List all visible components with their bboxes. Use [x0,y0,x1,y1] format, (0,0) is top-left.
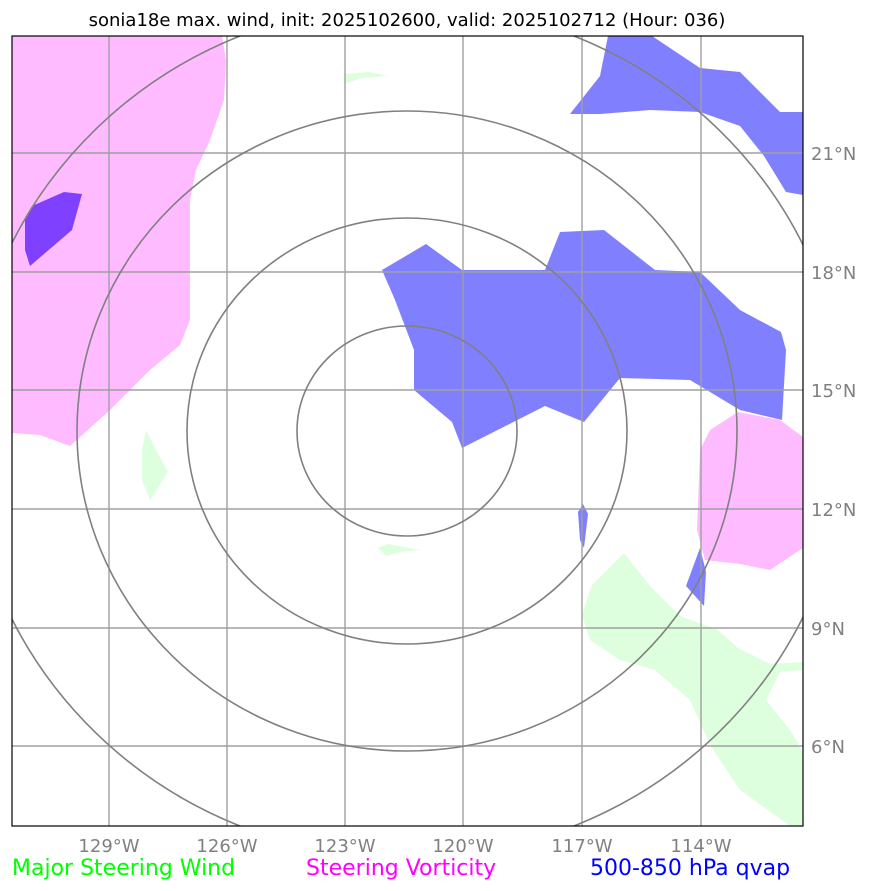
range-ring-3 [76,110,738,752]
qvap-layer [25,36,803,606]
range-ring-2 [186,217,628,645]
lat-label: 6°N [811,737,845,758]
qvap-region-dot [580,388,592,404]
lat-label: 15°N [811,381,856,402]
legend: Major Steering Wind Steering Vorticity 5… [12,856,790,881]
map-title: sonia18e max. wind, init: 2025102600, va… [89,10,726,31]
plot-frame [11,35,804,827]
map-layers [12,36,803,826]
legend-steering-wind: Major Steering Wind [12,856,235,881]
vorticity-region-small-west [12,132,45,158]
lat-label: 18°N [811,263,856,284]
legend-qvap: 500-850 hPa qvap [590,856,790,881]
lon-label: 123°W [314,836,375,857]
lon-label: 114°W [670,836,731,857]
range-ring-1 [296,325,518,537]
lat-label: 21°N [811,144,856,165]
steering-wind-layer [142,72,803,826]
vorticity-layer [12,36,803,570]
legend-steering-vorticity: Steering Vorticity [306,856,496,881]
vorticity-region-northwest [12,36,226,446]
lon-axis-labels: 129°W 126°W 123°W 120°W 117°W 114°W [78,836,731,857]
qvap-region-central [382,230,786,448]
qvap-region-northeast [570,36,803,195]
lon-label: 126°W [196,836,257,857]
lon-label: 117°W [551,836,612,857]
qvap-region-narrow-south [578,504,588,548]
lon-label: 120°W [432,836,493,857]
lon-label: 129°W [78,836,139,857]
lat-axis-labels: 21°N 18°N 15°N 12°N 9°N 6°N [811,144,856,758]
vorticity-region-east [697,412,803,570]
steering-wind-region-south [378,544,420,556]
steering-wind-region-southeast [582,553,803,826]
lat-label: 9°N [811,619,845,640]
steering-wind-region-north [344,72,388,84]
lat-label: 12°N [811,500,856,521]
graticule [12,36,803,826]
qvap-region-dark-northwest [25,192,82,266]
range-rings [12,36,803,826]
steering-wind-region-west [142,430,168,500]
